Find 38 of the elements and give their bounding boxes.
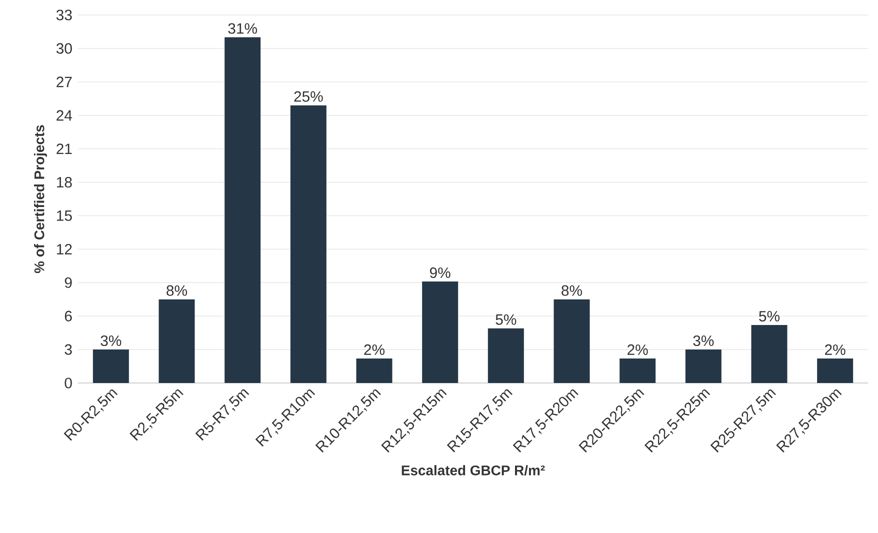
bar (620, 358, 656, 383)
bar (92, 350, 129, 383)
data-label: 2% (628, 344, 648, 355)
y-tick-label: 0 (64, 378, 72, 388)
x-axis-title: Escalated GBCP R/m² (402, 465, 545, 476)
bar (554, 299, 590, 383)
data-label: 9% (430, 267, 450, 278)
bar (158, 299, 195, 383)
bar (290, 105, 326, 383)
bar (751, 325, 788, 383)
y-tick-label: 18 (57, 176, 72, 188)
data-label: 5% (759, 310, 780, 322)
y-tick-label: 15 (57, 210, 72, 221)
y-axis-title: % of Certified Projects (34, 125, 48, 274)
data-label: 2% (825, 344, 846, 355)
data-label: 31% (228, 23, 257, 34)
y-tick-label: 30 (56, 43, 72, 54)
data-label: 3% (100, 335, 122, 346)
y-tick-label: 21 (56, 144, 72, 154)
bar (488, 328, 524, 383)
bar (224, 37, 261, 383)
bar (817, 358, 854, 383)
data-label: 3% (693, 335, 714, 346)
y-tick-label: 27 (56, 76, 72, 88)
data-label: 8% (166, 285, 188, 296)
y-tick-label: 24 (56, 110, 72, 121)
y-tick-label: 9 (64, 277, 72, 288)
y-tick-label: 12 (57, 244, 72, 254)
y-tick-label: 6 (64, 310, 72, 322)
y-tick-label: 33 (56, 10, 72, 20)
y-tick-label: 3 (64, 344, 72, 355)
data-label: 25% (294, 91, 323, 102)
bar (356, 358, 392, 383)
data-label: 5% (496, 314, 516, 325)
data-label: 2% (364, 344, 385, 355)
bar (422, 282, 458, 383)
bar (685, 350, 722, 383)
data-label: 8% (562, 285, 582, 296)
